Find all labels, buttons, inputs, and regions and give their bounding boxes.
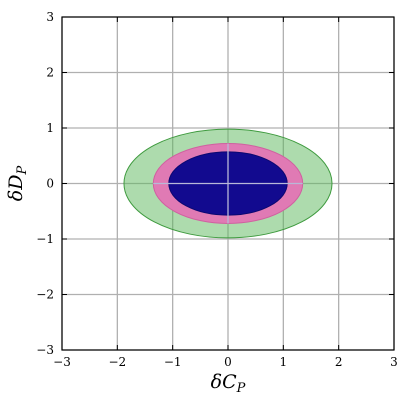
y-tick-label: 1 xyxy=(46,121,54,135)
x-tick-label: 2 xyxy=(335,355,343,369)
x-axis-label: δCP xyxy=(211,371,246,396)
x-tick-label: −2 xyxy=(108,355,126,369)
y-tick-label: −2 xyxy=(36,288,54,302)
ticks xyxy=(61,16,395,351)
y-tick-label: −3 xyxy=(36,343,54,357)
x-tick-label: 1 xyxy=(280,355,288,369)
tick-labels: −3 −2 −1 0 1 2 3 −3 −2 −1 0 1 2 3 xyxy=(36,10,398,369)
y-tick-label: 2 xyxy=(46,66,54,80)
y-axis-label: δDP xyxy=(5,166,30,202)
center-crosshair xyxy=(153,143,303,224)
x-tick-label: −1 xyxy=(164,355,182,369)
y-tick-label: 0 xyxy=(46,177,54,191)
x-tick-label: 0 xyxy=(224,355,232,369)
x-tick-label: 3 xyxy=(390,355,398,369)
y-tick-label: 3 xyxy=(46,10,54,24)
y-tick-label: −1 xyxy=(36,232,54,246)
x-tick-label: −3 xyxy=(53,355,71,369)
